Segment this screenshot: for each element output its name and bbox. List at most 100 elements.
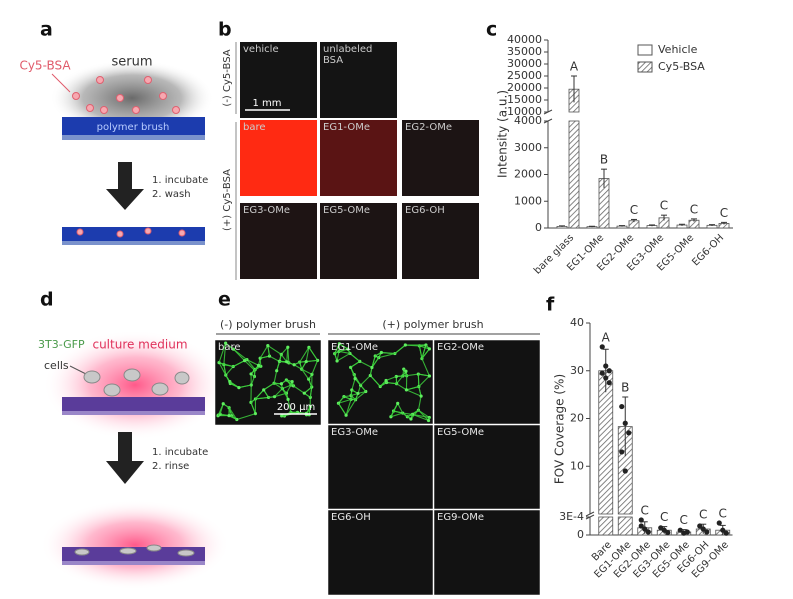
medium-label: culture medium	[92, 338, 187, 352]
scale-bar-label: 200 µm	[277, 402, 315, 413]
cell	[272, 395, 277, 399]
cell-network	[371, 357, 380, 368]
data-point	[626, 430, 632, 436]
y-tick-label: 25000	[507, 69, 542, 82]
cell-network	[334, 343, 340, 354]
cell-network	[336, 351, 340, 362]
brush-surface	[62, 117, 205, 135]
y-tick-label: 15000	[507, 93, 542, 106]
cell-network	[418, 386, 422, 397]
panel-label: a	[40, 19, 53, 41]
cell	[227, 414, 231, 418]
cell-network	[305, 347, 310, 362]
data-point	[606, 380, 612, 386]
cell-network	[269, 355, 280, 362]
cell	[266, 343, 270, 348]
y-tick-label: 35000	[507, 45, 542, 58]
cell-network	[276, 361, 281, 371]
cell-network	[218, 362, 227, 376]
cells-label: cells	[44, 359, 69, 372]
cell	[256, 363, 261, 368]
cell	[404, 369, 408, 373]
cell-network	[418, 345, 423, 359]
cell-network	[418, 409, 429, 421]
cell-network	[274, 388, 283, 398]
cell-network	[421, 348, 430, 359]
tile-label-box: EG5-OMe	[323, 205, 370, 216]
scale-bar-label: 1 mm	[252, 98, 281, 109]
medium-glow	[40, 500, 230, 590]
cell	[396, 401, 400, 405]
cell-network	[359, 360, 373, 369]
cell	[237, 385, 241, 390]
data-point	[603, 363, 609, 369]
cell	[427, 374, 432, 378]
y-tick-label: 4000	[514, 114, 542, 127]
data-point	[704, 529, 710, 535]
cell-network	[394, 344, 406, 354]
micrograph	[327, 424, 434, 510]
spread-cells	[74, 544, 195, 557]
cell-network	[225, 342, 234, 350]
cell-network	[360, 375, 371, 386]
cell-network	[417, 396, 422, 411]
data-point	[638, 523, 644, 529]
arrow	[118, 162, 132, 190]
cell	[243, 358, 247, 363]
data-point	[603, 375, 609, 381]
tile-label: EG6-OH	[331, 512, 371, 523]
y-tick-label: 0	[535, 221, 542, 234]
cell-network	[273, 370, 278, 384]
tile-label-box: EG1-OMe	[323, 122, 370, 133]
cell	[302, 391, 306, 395]
cell-network	[301, 368, 313, 375]
arrow-head	[106, 189, 144, 210]
y-tick-label: 30000	[507, 57, 542, 70]
tile-label-box: unlabeled BSA	[323, 44, 372, 66]
cell-network	[306, 359, 318, 363]
micrograph	[433, 424, 541, 510]
y-tick-label: 20000	[507, 81, 542, 94]
data-point	[700, 526, 706, 532]
data-point	[677, 527, 683, 533]
data-point	[606, 368, 612, 374]
group-label: (+) polymer brush	[382, 318, 483, 331]
cell	[427, 347, 431, 351]
tile-label-box: EG3-OMe	[331, 427, 378, 438]
y-tick-label: 40	[570, 316, 584, 329]
probe-label: Cy5-BSA	[19, 59, 71, 73]
cell-line-label: 3T3-GFP	[38, 338, 85, 351]
cell-network	[236, 413, 256, 421]
brush-surface	[62, 227, 205, 241]
cell-network	[418, 373, 430, 377]
cell-network	[250, 402, 256, 414]
significance-letter: C	[719, 507, 727, 521]
tile-label-box: bare	[243, 122, 266, 133]
cell-network	[301, 368, 310, 380]
data-point	[720, 527, 726, 533]
tile-label: EG6-OH	[405, 205, 445, 216]
tile-label: EG1-OMe	[331, 342, 378, 353]
cell	[384, 378, 388, 383]
cell-network	[244, 360, 255, 371]
data-point	[684, 529, 690, 535]
step: 1. incubate	[152, 447, 208, 458]
cell-network	[299, 347, 310, 363]
cell-network	[309, 386, 313, 398]
cell-network	[267, 345, 271, 357]
y-axis-label: FOV Coverage (%)	[553, 374, 567, 484]
tile-label: EG1-OMe	[323, 122, 370, 133]
significance-letter: C	[630, 203, 638, 217]
cell	[379, 350, 383, 355]
cell	[344, 413, 348, 417]
tile-label: EG2-OMe	[437, 342, 484, 353]
step: 1. incubate	[152, 175, 208, 186]
data-point	[645, 529, 651, 535]
micrograph	[327, 509, 434, 596]
cell-network	[311, 360, 319, 375]
panel-label: c	[486, 19, 497, 41]
cell-network	[338, 398, 352, 404]
data-point	[622, 420, 628, 426]
cell-network	[406, 386, 419, 391]
micrograph	[320, 120, 397, 196]
